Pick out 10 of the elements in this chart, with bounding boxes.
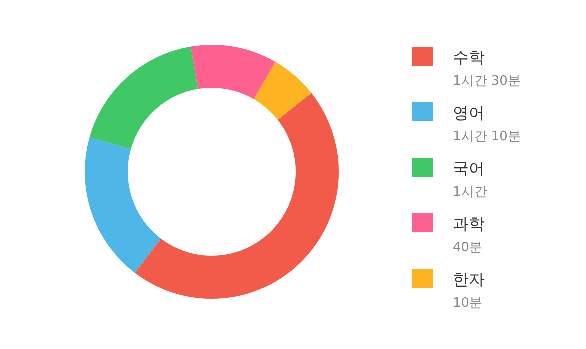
text: 1시간 10분 bbox=[453, 130, 521, 144]
legend-label: 영어 bbox=[453, 104, 485, 122]
legend-label: 한자 bbox=[453, 270, 485, 289]
text: 40분 bbox=[453, 240, 483, 256]
text: 10분 bbox=[453, 296, 483, 311]
legend-label: 국어 bbox=[453, 159, 485, 178]
legend-label: 수학 bbox=[453, 48, 485, 67]
text: 1시간 bbox=[453, 185, 488, 200]
text: 1시간 30분 bbox=[453, 74, 521, 89]
legend-label: 과학 bbox=[453, 214, 485, 234]
